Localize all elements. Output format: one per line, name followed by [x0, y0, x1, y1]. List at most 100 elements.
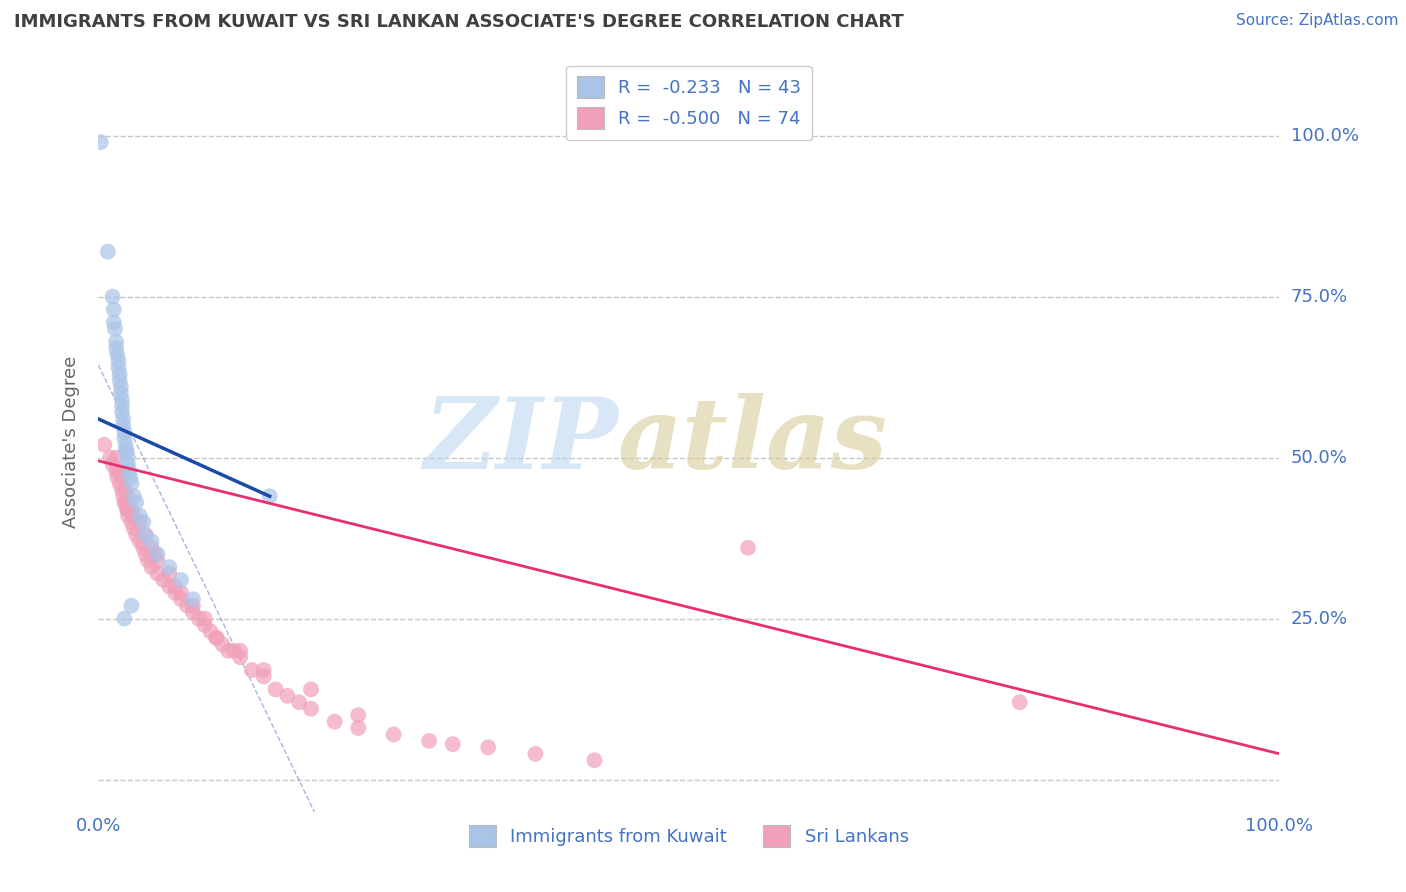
Point: [141, 541, 163, 555]
Point: [128, 534, 150, 549]
Point: [111, 483, 134, 497]
Point: [276, 689, 298, 703]
Legend: Immigrants from Kuwait, Sri Lankans: Immigrants from Kuwait, Sri Lankans: [461, 818, 917, 855]
Point: [101, 290, 124, 304]
Point: [117, 508, 139, 523]
Point: [112, 489, 135, 503]
Point: [170, 592, 193, 607]
Point: [737, 541, 759, 555]
Point: [347, 721, 370, 735]
Point: [121, 515, 143, 529]
Point: [135, 528, 157, 542]
Point: [107, 360, 129, 375]
Point: [477, 740, 499, 755]
Point: [229, 650, 252, 665]
Point: [108, 373, 131, 387]
Point: [114, 444, 136, 458]
Point: [165, 579, 187, 593]
Point: [264, 682, 287, 697]
Point: [170, 573, 193, 587]
Point: [152, 573, 174, 587]
Point: [112, 425, 135, 439]
Point: [117, 502, 139, 516]
Point: [114, 438, 136, 452]
Point: [112, 418, 135, 433]
Text: 75.0%: 75.0%: [1291, 288, 1348, 306]
Point: [146, 554, 169, 568]
Point: [299, 682, 322, 697]
Text: atlas: atlas: [619, 393, 889, 490]
Point: [117, 457, 139, 471]
Point: [524, 747, 547, 761]
Point: [253, 669, 276, 683]
Point: [112, 611, 135, 625]
Point: [117, 489, 139, 503]
Point: [105, 334, 128, 349]
Text: Source: ZipAtlas.com: Source: ZipAtlas.com: [1236, 13, 1399, 29]
Point: [418, 734, 440, 748]
Point: [103, 302, 125, 317]
Point: [211, 637, 233, 651]
Point: [132, 541, 155, 555]
Point: [135, 528, 157, 542]
Point: [114, 483, 136, 497]
Point: [181, 599, 204, 613]
Point: [146, 566, 169, 581]
Point: [382, 727, 405, 741]
Point: [101, 457, 124, 471]
Point: [224, 644, 246, 658]
Point: [111, 406, 134, 420]
Point: [141, 534, 163, 549]
Point: [125, 528, 148, 542]
Point: [111, 470, 134, 484]
Point: [194, 618, 217, 632]
Point: [108, 476, 131, 491]
Point: [105, 470, 128, 484]
Point: [170, 586, 193, 600]
Point: [104, 322, 127, 336]
Text: 100.0%: 100.0%: [1291, 127, 1358, 145]
Point: [229, 644, 252, 658]
Point: [253, 663, 276, 677]
Point: [323, 714, 346, 729]
Point: [132, 515, 155, 529]
Point: [103, 315, 125, 329]
Point: [128, 515, 150, 529]
Point: [441, 737, 464, 751]
Point: [111, 392, 134, 407]
Point: [194, 611, 217, 625]
Point: [90, 135, 112, 149]
Point: [200, 624, 222, 639]
Point: [135, 547, 157, 561]
Point: [205, 631, 228, 645]
Point: [205, 631, 228, 645]
Text: ZIP: ZIP: [423, 393, 619, 490]
Point: [122, 508, 145, 523]
Point: [105, 341, 128, 355]
Point: [121, 599, 143, 613]
Point: [187, 611, 209, 625]
Point: [115, 444, 138, 458]
Point: [112, 431, 135, 445]
Point: [105, 463, 128, 477]
Point: [93, 438, 115, 452]
Y-axis label: Associate's Degree: Associate's Degree: [62, 355, 80, 528]
Point: [110, 380, 132, 394]
Point: [98, 450, 121, 465]
Point: [157, 579, 180, 593]
Point: [583, 753, 606, 767]
Point: [120, 470, 142, 484]
Point: [176, 599, 198, 613]
Point: [112, 412, 135, 426]
Point: [110, 386, 132, 401]
Point: [125, 496, 148, 510]
Point: [181, 592, 204, 607]
Point: [115, 502, 138, 516]
Point: [121, 502, 143, 516]
Point: [128, 508, 150, 523]
Point: [141, 560, 163, 574]
Point: [112, 496, 135, 510]
Point: [118, 463, 141, 477]
Point: [111, 399, 134, 413]
Point: [114, 496, 136, 510]
